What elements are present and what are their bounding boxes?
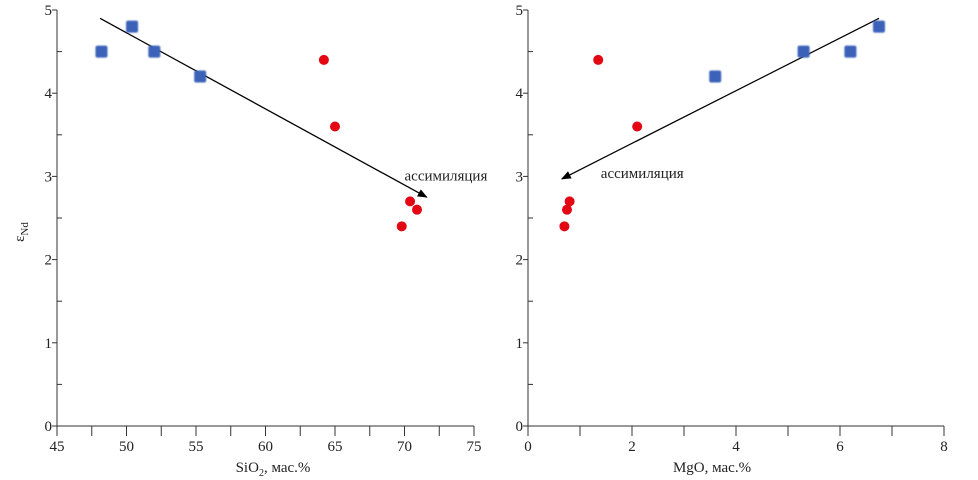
assimilation-arrow <box>560 17 880 180</box>
data-point-circle <box>330 121 340 132</box>
x-tick-label: 45 <box>50 439 65 455</box>
assimilation-arrow <box>99 17 428 198</box>
mgo-panel: 0 1 2 3 4 5 0 2 4 6 8 ассимиляция <box>516 3 948 455</box>
x-tick-label: 8 <box>940 439 948 455</box>
data-point-square <box>95 45 108 58</box>
data-point-circle <box>318 54 329 65</box>
data-point-square <box>709 70 722 83</box>
data-point-circle <box>632 121 643 132</box>
data-point-square <box>194 70 207 83</box>
data-point-circle <box>559 221 570 232</box>
y-axis-label: εNd <box>12 222 31 242</box>
data-point-circle <box>396 221 407 232</box>
y-tick-label: 4 <box>45 86 53 102</box>
data-point-square <box>148 45 161 58</box>
data-point-square <box>873 20 885 33</box>
x-tick-label: 55 <box>189 439 204 455</box>
data-point-square <box>797 45 810 58</box>
y-tick-label: 5 <box>45 3 53 19</box>
x-tick-label: 60 <box>258 439 273 455</box>
data-point-circle <box>562 204 572 215</box>
y-tick-label: 4 <box>516 86 524 102</box>
x-tick-label: 0 <box>524 439 532 455</box>
x-tick-label: 70 <box>397 439 412 455</box>
y-tick-label: 2 <box>45 253 53 269</box>
data-point-circle <box>405 196 416 207</box>
y-tick-label: 3 <box>45 169 53 185</box>
y-tick-label: 1 <box>516 336 524 352</box>
assimilation-label: ассимиляция <box>405 169 488 185</box>
x-tick-label: 6 <box>836 439 844 455</box>
assimilation-label: ассимиляция <box>601 166 684 182</box>
data-point-circle <box>412 204 423 215</box>
y-tick-label: 5 <box>516 3 524 19</box>
y-tick-label: 2 <box>516 253 524 269</box>
x-tick-label: 65 <box>328 439 343 455</box>
x-axis-label-sio2: SiO2, мас.% <box>236 460 311 479</box>
x-axis-label-mgo: MgO, мас.% <box>673 460 751 476</box>
data-point-square <box>126 20 139 33</box>
data-point-circle <box>564 196 575 207</box>
data-point-circle <box>593 54 604 65</box>
y-tick-label: 1 <box>45 336 53 352</box>
x-tick-label: 75 <box>467 439 482 455</box>
y-tick-label: 0 <box>45 419 53 435</box>
y-tick-label: 3 <box>516 169 524 185</box>
y-tick-label: 0 <box>516 419 524 435</box>
x-tick-label: 4 <box>732 439 740 455</box>
x-tick-label: 2 <box>628 439 636 455</box>
data-point-square <box>844 45 857 58</box>
x-tick-label: 50 <box>119 439 134 455</box>
